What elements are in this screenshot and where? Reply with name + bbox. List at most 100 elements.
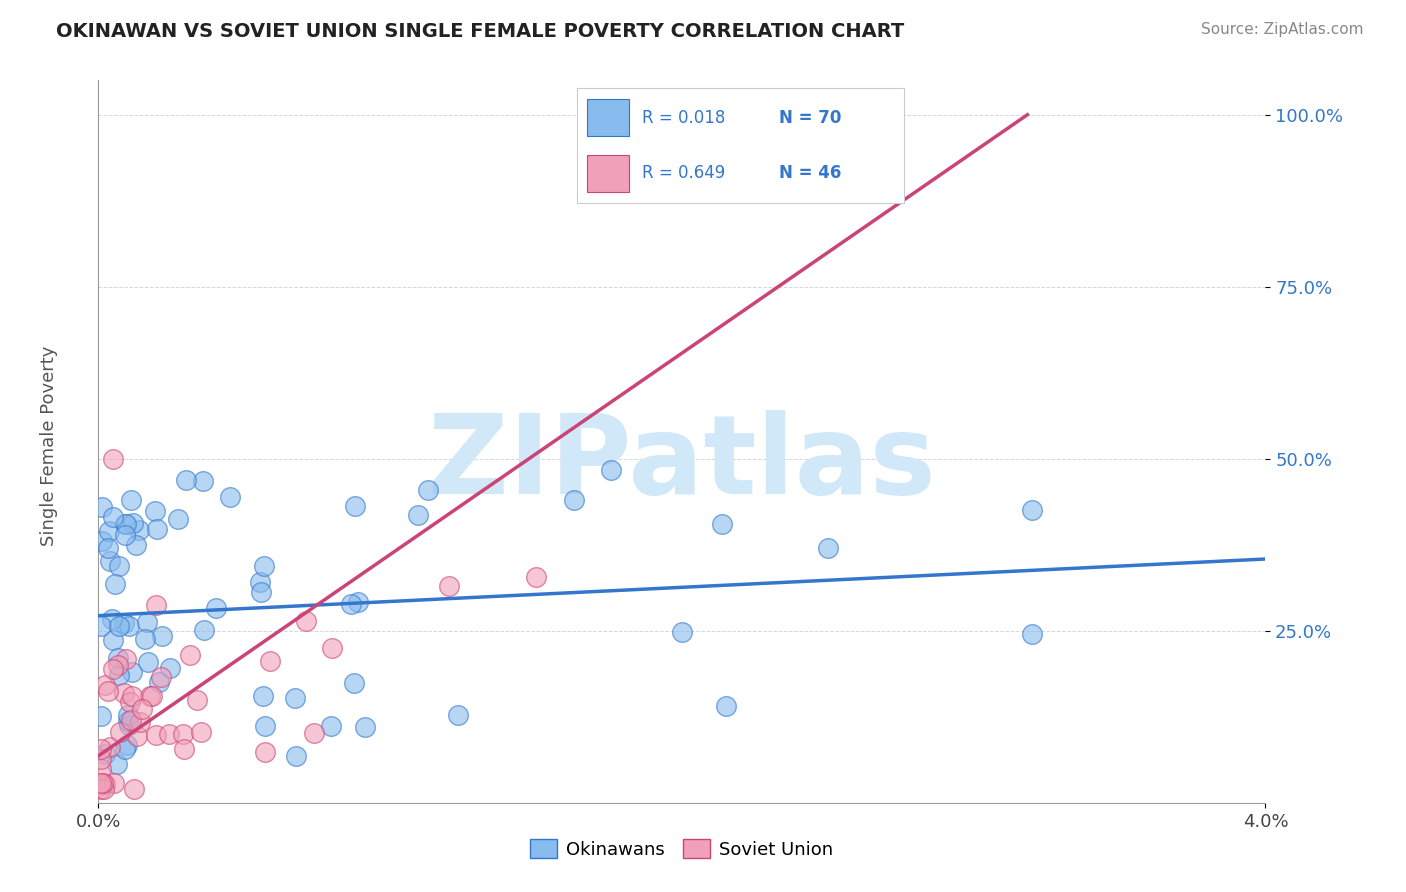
Point bbox=[90, 782, 112, 797]
Point bbox=[90, 741, 112, 756]
Point bbox=[90, 619, 112, 633]
Point bbox=[117, 714, 139, 729]
Point bbox=[94, 777, 117, 791]
Point bbox=[218, 490, 240, 504]
Point bbox=[174, 473, 197, 487]
Point bbox=[145, 729, 167, 743]
Text: Source: ZipAtlas.com: Source: ZipAtlas.com bbox=[1201, 22, 1364, 37]
Point bbox=[131, 701, 153, 715]
Point bbox=[90, 500, 112, 514]
Point bbox=[817, 541, 839, 555]
Point bbox=[121, 690, 143, 704]
Point bbox=[115, 517, 138, 532]
Point bbox=[152, 629, 174, 643]
Point bbox=[97, 683, 120, 698]
Point bbox=[141, 689, 163, 703]
Point bbox=[321, 640, 343, 655]
Point bbox=[249, 574, 271, 589]
Point bbox=[97, 524, 120, 538]
Point bbox=[259, 654, 281, 668]
Point bbox=[114, 528, 136, 542]
Point bbox=[416, 483, 439, 498]
Point bbox=[714, 699, 737, 714]
Point bbox=[120, 714, 142, 728]
Point bbox=[93, 775, 115, 789]
Point bbox=[167, 512, 190, 526]
Point bbox=[112, 615, 135, 630]
Point bbox=[253, 559, 276, 574]
Point bbox=[136, 655, 159, 669]
Point bbox=[107, 650, 129, 665]
Point bbox=[90, 776, 112, 790]
Point bbox=[90, 762, 112, 776]
Point bbox=[108, 668, 131, 682]
Point bbox=[148, 675, 170, 690]
Point bbox=[186, 693, 208, 707]
Point bbox=[104, 577, 127, 591]
Point bbox=[97, 541, 120, 556]
Point bbox=[122, 516, 145, 531]
Point bbox=[193, 623, 215, 637]
Point bbox=[284, 748, 307, 763]
Point bbox=[101, 451, 124, 466]
Point bbox=[294, 614, 316, 628]
Point bbox=[114, 517, 136, 532]
Point bbox=[204, 600, 226, 615]
Point bbox=[179, 648, 201, 662]
Point bbox=[135, 615, 157, 629]
Point bbox=[583, 128, 606, 143]
Point bbox=[122, 782, 145, 797]
Point bbox=[125, 729, 148, 743]
Point bbox=[114, 742, 136, 756]
Point bbox=[98, 739, 121, 754]
Point bbox=[344, 499, 367, 513]
Point bbox=[190, 725, 212, 739]
Point bbox=[118, 618, 141, 632]
Point bbox=[408, 508, 430, 522]
Point bbox=[93, 678, 115, 692]
Point bbox=[101, 662, 124, 676]
Point bbox=[249, 584, 271, 599]
Point bbox=[107, 559, 129, 574]
Point bbox=[118, 695, 141, 709]
Text: ZIPatlas: ZIPatlas bbox=[427, 409, 936, 516]
Point bbox=[340, 598, 363, 612]
Point bbox=[143, 504, 166, 518]
Point bbox=[124, 538, 146, 552]
Point bbox=[321, 719, 343, 733]
Point bbox=[347, 595, 370, 609]
Point bbox=[562, 493, 585, 508]
Point bbox=[93, 747, 115, 761]
Point bbox=[447, 707, 470, 722]
Point bbox=[115, 738, 138, 752]
Point bbox=[101, 612, 124, 626]
Point bbox=[120, 493, 142, 508]
Text: Single Female Poverty: Single Female Poverty bbox=[41, 346, 58, 546]
Point bbox=[671, 625, 693, 640]
Point bbox=[117, 707, 139, 722]
Text: OKINAWAN VS SOVIET UNION SINGLE FEMALE POVERTY CORRELATION CHART: OKINAWAN VS SOVIET UNION SINGLE FEMALE P… bbox=[56, 22, 904, 41]
Point bbox=[599, 463, 621, 477]
Point bbox=[103, 633, 125, 648]
Point bbox=[193, 474, 215, 488]
Point bbox=[90, 778, 112, 792]
Legend: Okinawans, Soviet Union: Okinawans, Soviet Union bbox=[523, 832, 841, 866]
Point bbox=[1021, 502, 1043, 516]
Point bbox=[149, 670, 172, 684]
Point bbox=[254, 719, 277, 733]
Point bbox=[139, 689, 162, 703]
Point bbox=[524, 570, 547, 584]
Point bbox=[98, 554, 121, 568]
Point bbox=[103, 776, 125, 790]
Point bbox=[90, 534, 112, 549]
Point bbox=[107, 618, 129, 632]
Point bbox=[146, 522, 169, 536]
Point bbox=[1021, 627, 1043, 641]
Point bbox=[107, 756, 129, 771]
Point bbox=[173, 741, 195, 756]
Point bbox=[115, 651, 138, 665]
Point bbox=[118, 717, 141, 731]
Point bbox=[108, 724, 131, 739]
Point bbox=[159, 661, 181, 675]
Point bbox=[129, 714, 152, 729]
